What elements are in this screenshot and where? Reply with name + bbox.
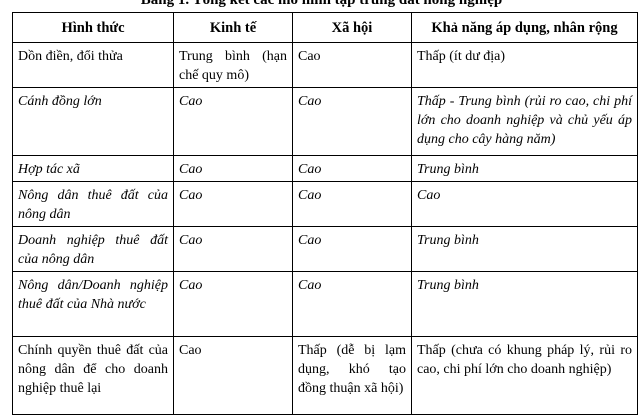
land-concentration-table: Hình thức Kinh tế Xã hội Khả năng áp dụn… bbox=[12, 12, 638, 415]
cell-form: Nông dân thuê đất của nông dân bbox=[12, 181, 174, 227]
table-row: Dồn điền, đổi thửa Trung bình (hạn chế q… bbox=[12, 42, 638, 88]
cell-social: Cao bbox=[292, 226, 412, 272]
table-row: Nông dân thuê đất của nông dân Cao Cao C… bbox=[12, 181, 638, 227]
table-row: Doanh nghiệp thuê đất của nông dân Cao C… bbox=[12, 226, 638, 272]
cell-economic: Trung bình (hạn chế quy mô) bbox=[173, 42, 293, 88]
cell-social: Cao bbox=[292, 87, 412, 156]
cell-applicability: Trung bình bbox=[411, 155, 638, 182]
cell-form: Dồn điền, đổi thửa bbox=[12, 42, 174, 88]
cell-applicability: Thấp (chưa có khung pháp lý, rủi ro cao,… bbox=[411, 336, 638, 415]
cell-form: Cánh đồng lớn bbox=[12, 87, 174, 156]
table-row: Cánh đồng lớn Cao Cao Thấp - Trung bình … bbox=[12, 87, 638, 156]
cell-economic: Cao bbox=[173, 271, 293, 337]
table-row: Nông dân/Doanh nghiệp thuê đất của Nhà n… bbox=[12, 271, 638, 337]
cell-applicability: Cao bbox=[411, 181, 638, 227]
table-caption: Bảng 1. Tổng kết các mô hình tập trung đ… bbox=[140, 0, 503, 8]
cell-economic: Cao bbox=[173, 155, 293, 182]
cell-applicability: Trung bình bbox=[411, 226, 638, 272]
cell-social: Thấp (dễ bị lạm dụng, khó tạo đồng thuận… bbox=[292, 336, 412, 415]
cell-social: Cao bbox=[292, 181, 412, 227]
cell-social: Cao bbox=[292, 271, 412, 337]
cell-economic: Cao bbox=[173, 181, 293, 227]
header-row: Hình thức Kinh tế Xã hội Khả năng áp dụn… bbox=[12, 12, 638, 43]
cell-social: Cao bbox=[292, 42, 412, 88]
cell-form: Chính quyền thuê đất của nông dân để cho… bbox=[12, 336, 174, 415]
cell-social: Cao bbox=[292, 155, 412, 182]
cell-form: Nông dân/Doanh nghiệp thuê đất của Nhà n… bbox=[12, 271, 174, 337]
cell-economic: Cao bbox=[173, 336, 293, 415]
cell-applicability: Trung bình bbox=[411, 271, 638, 337]
cell-economic: Cao bbox=[173, 87, 293, 156]
cell-economic: Cao bbox=[173, 226, 293, 272]
header-form: Hình thức bbox=[12, 12, 174, 43]
cell-form: Hợp tác xã bbox=[12, 155, 174, 182]
table-row: Hợp tác xã Cao Cao Trung bình bbox=[12, 155, 638, 182]
cell-applicability: Thấp - Trung bình (rủi ro cao, chi phí l… bbox=[411, 87, 638, 156]
header-applicability: Khả năng áp dụng, nhân rộng bbox=[411, 12, 638, 43]
header-social: Xã hội bbox=[292, 12, 412, 43]
cell-form: Doanh nghiệp thuê đất của nông dân bbox=[12, 226, 174, 272]
cell-applicability: Thấp (ít dư địa) bbox=[411, 42, 638, 88]
table-row: Chính quyền thuê đất của nông dân để cho… bbox=[12, 336, 638, 415]
header-economic: Kinh tế bbox=[173, 12, 293, 43]
